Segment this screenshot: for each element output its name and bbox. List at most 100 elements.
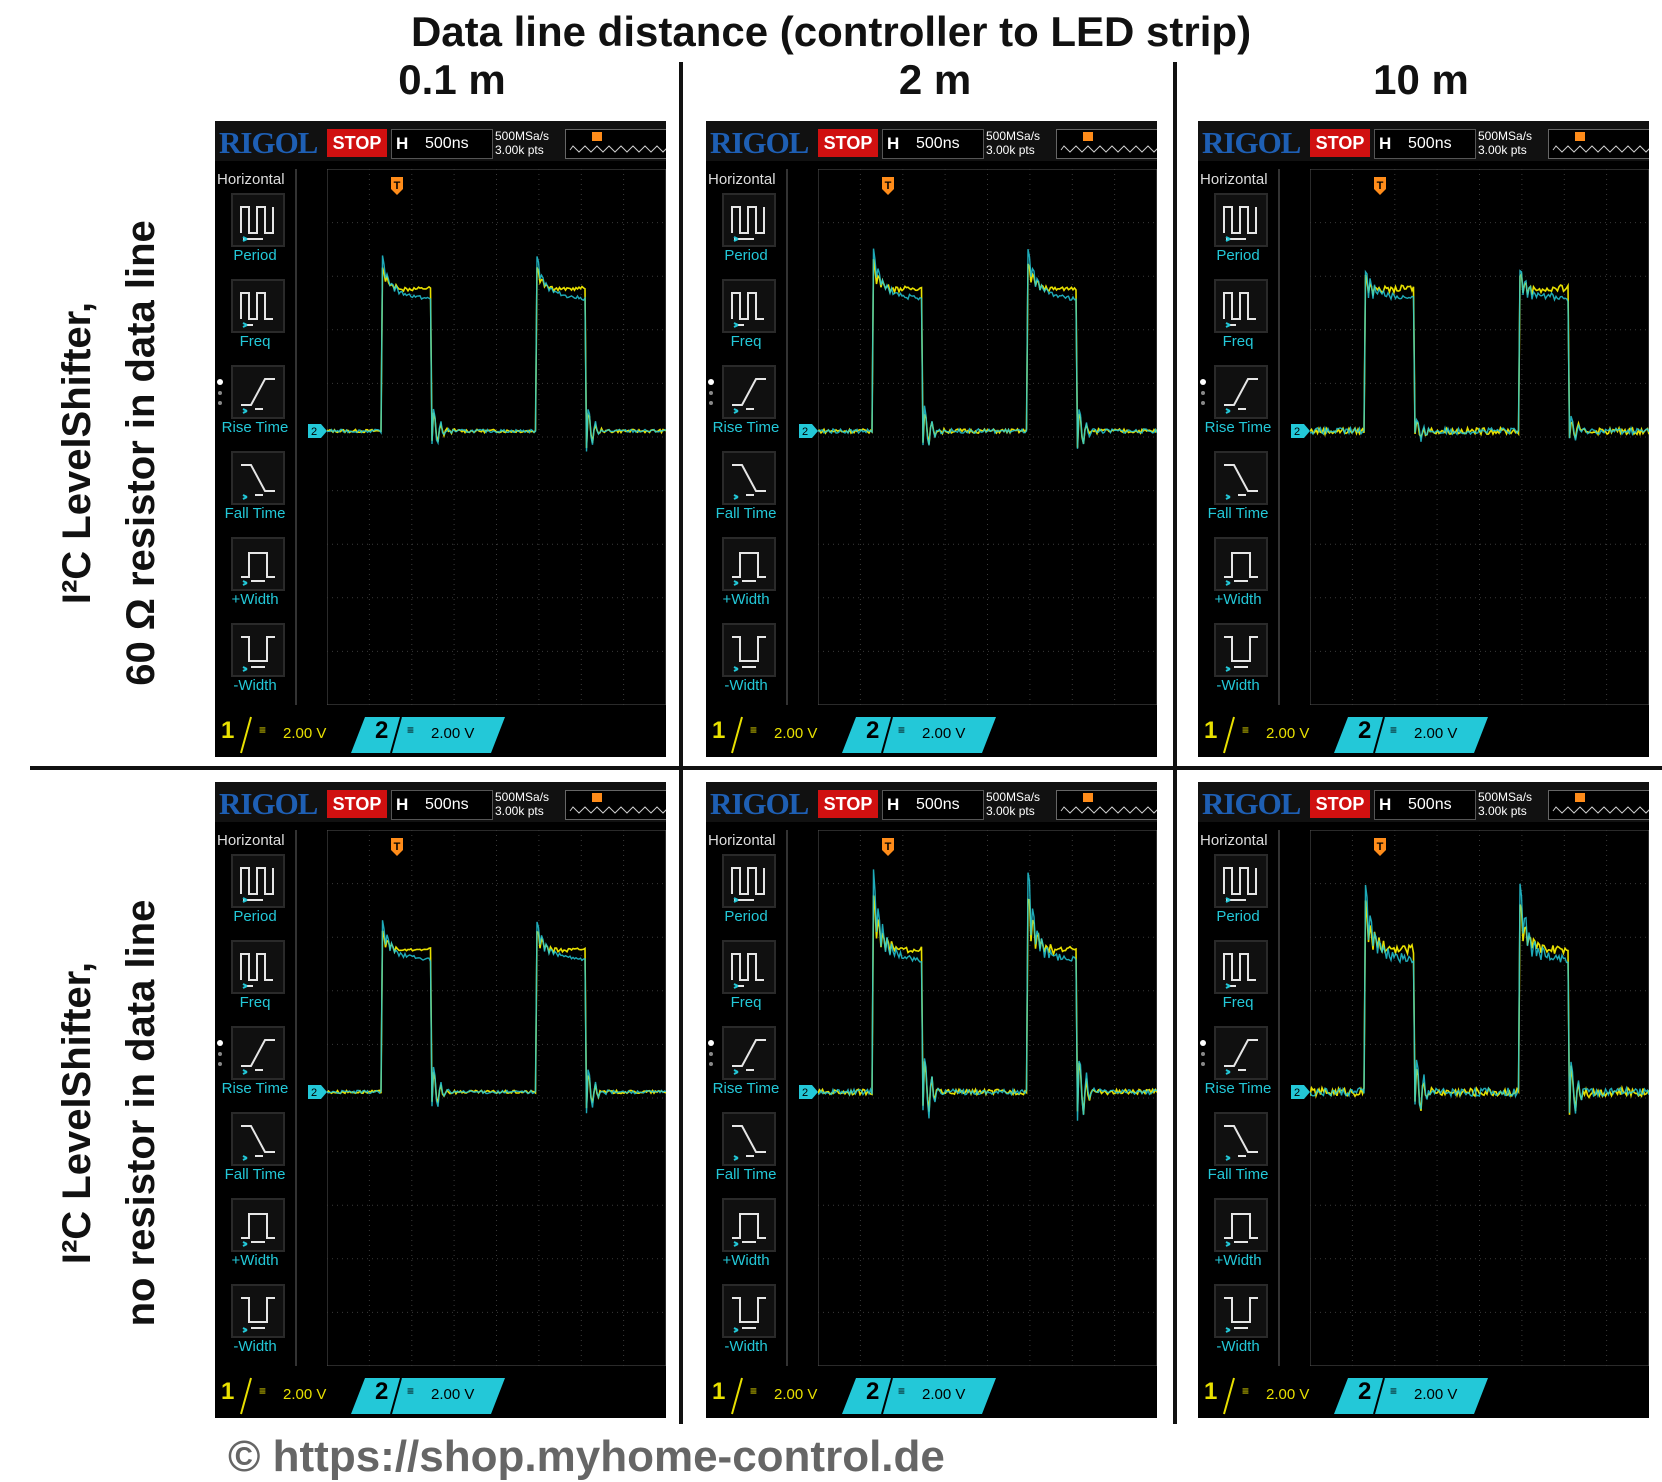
- dc-coupling-icon: ≡: [407, 723, 415, 737]
- row-heading-1: I²C LevelShifter, 60 Ω resistor in data …: [45, 193, 195, 713]
- menu-button-rise-time[interactable]: [1214, 1026, 1268, 1080]
- menu-page-dots: [708, 379, 714, 415]
- channel-1-label: 1: [1204, 717, 1218, 744]
- plus-width-icon: [1224, 1213, 1258, 1247]
- trigger-position-icon: [569, 132, 666, 153]
- menu-button-fall-time[interactable]: [1214, 451, 1268, 505]
- menu-label-freq: Freq: [730, 333, 762, 350]
- freq-icon: [731, 292, 764, 328]
- channel-status-bar: 1 ≡ 2.00 V 2 ≡ 2.00 V: [706, 1374, 1157, 1418]
- menu-label-freq: Freq: [1222, 994, 1254, 1011]
- menu-button-minus-width[interactable]: [231, 623, 285, 677]
- menu-button-freq[interactable]: [231, 279, 285, 333]
- trigger-marker-label: T: [394, 841, 401, 853]
- menu-button-period[interactable]: [231, 854, 285, 908]
- sample-info: 500MSa/s 3.00k pts: [986, 129, 1040, 157]
- channel-2-ground-marker-label: 2: [1294, 1087, 1300, 1099]
- oscilloscope-screenshot: RIGOL STOP H 500ns 500MSa/s 3.00k pts Horizont…: [215, 782, 666, 1418]
- menu-button-period[interactable]: [231, 193, 285, 247]
- timebase-box: H 500ns: [391, 129, 493, 159]
- timebase-box: H 500ns: [882, 129, 984, 159]
- menu-button-period[interactable]: [722, 854, 776, 908]
- channel-2-label: 2: [1358, 1378, 1372, 1405]
- dc-coupling-icon: ≡: [750, 723, 758, 737]
- horizontal-menu: Horizontal Period Freq Rise Time Fall Time +W…: [706, 830, 788, 1366]
- menu-title: Horizontal: [1200, 832, 1268, 849]
- channel-status-bar: 1 ≡ 2.00 V 2 ≡ 2.00 V: [1198, 1374, 1649, 1418]
- trigger-marker-label: T: [885, 841, 892, 853]
- column-divider-1: [679, 62, 683, 1424]
- timebase-value: 500ns: [1408, 135, 1452, 152]
- menu-label-freq: Freq: [239, 333, 271, 350]
- channel-bar-shapes: [706, 716, 996, 754]
- menu-button-freq[interactable]: [722, 279, 776, 333]
- channel-2-ground-marker-label: 2: [802, 426, 808, 438]
- menu-button-rise-time[interactable]: [1214, 365, 1268, 419]
- menu-button-plus-width[interactable]: [722, 1198, 776, 1252]
- channel-2-scale: 2.00 V: [922, 1386, 966, 1403]
- menu-button-fall-time[interactable]: [722, 451, 776, 505]
- menu-button-rise-time[interactable]: [722, 365, 776, 419]
- channel-1-scale: 2.00 V: [283, 725, 327, 742]
- menu-button-minus-width[interactable]: [231, 1284, 285, 1338]
- channel-status-bar: 1 ≡ 2.00 V 2 ≡ 2.00 V: [1198, 713, 1649, 757]
- dc-coupling-icon: ≡: [1390, 1384, 1398, 1398]
- dc-coupling-icon: ≡: [407, 1384, 415, 1398]
- menu-button-plus-width[interactable]: [231, 1198, 285, 1252]
- menu-label-rise-time: Rise Time: [221, 419, 289, 436]
- freq-icon: [1223, 292, 1256, 328]
- waveform-display: T: [818, 830, 1157, 1366]
- run-stop-indicator: STOP: [818, 790, 878, 818]
- menu-button-plus-width[interactable]: [722, 537, 776, 591]
- timebase-value: 500ns: [916, 135, 960, 152]
- period-icon: [731, 867, 765, 903]
- menu-button-fall-time[interactable]: [722, 1112, 776, 1166]
- dc-coupling-icon: ≡: [259, 1384, 267, 1398]
- menu-label-freq: Freq: [239, 994, 271, 1011]
- rigol-logo: RIGOL: [1202, 125, 1301, 160]
- waveform-display: T: [1310, 830, 1649, 1366]
- menu-button-rise-time[interactable]: [231, 1026, 285, 1080]
- menu-label-rise-time: Rise Time: [1204, 1080, 1272, 1097]
- minus-width-icon: [241, 636, 275, 672]
- menu-label-rise-time: Rise Time: [712, 419, 780, 436]
- menu-button-period[interactable]: [1214, 854, 1268, 908]
- menu-button-plus-width[interactable]: [1214, 1198, 1268, 1252]
- waveform-display: T: [818, 169, 1157, 705]
- channel-2-ground-marker-icon: 2: [1291, 424, 1310, 438]
- menu-button-period[interactable]: [1214, 193, 1268, 247]
- run-stop-indicator: STOP: [1310, 790, 1370, 818]
- menu-button-plus-width[interactable]: [1214, 537, 1268, 591]
- menu-button-fall-time[interactable]: [231, 451, 285, 505]
- menu-button-minus-width[interactable]: [1214, 1284, 1268, 1338]
- menu-button-rise-time[interactable]: [722, 1026, 776, 1080]
- menu-title: Horizontal: [217, 832, 285, 849]
- menu-label-period: Period: [1216, 247, 1260, 264]
- menu-label-period: Period: [724, 247, 768, 264]
- minus-width-icon: [732, 1297, 766, 1333]
- menu-button-minus-width[interactable]: [722, 623, 776, 677]
- menu-button-minus-width[interactable]: [722, 1284, 776, 1338]
- channel-1-scale: 2.00 V: [283, 1386, 327, 1403]
- plus-width-icon: [732, 552, 766, 586]
- channel-2-trace: [1310, 269, 1649, 442]
- memory-depth: 3.00k pts: [986, 804, 1035, 818]
- menu-button-freq[interactable]: [722, 940, 776, 994]
- timebase-box: H 500ns: [1374, 790, 1476, 820]
- period-icon: [1223, 206, 1257, 242]
- menu-button-rise-time[interactable]: [231, 365, 285, 419]
- channel-2-trace: [327, 255, 666, 452]
- dc-coupling-icon: ≡: [1242, 1384, 1250, 1398]
- menu-button-minus-width[interactable]: [1214, 623, 1268, 677]
- menu-button-freq[interactable]: [1214, 279, 1268, 333]
- timebase-value: 500ns: [425, 796, 469, 813]
- menu-button-freq[interactable]: [1214, 940, 1268, 994]
- menu-button-fall-time[interactable]: [231, 1112, 285, 1166]
- trigger-position-box: [565, 129, 666, 159]
- trigger-marker-icon: T: [882, 838, 894, 856]
- channel-2-label: 2: [866, 717, 880, 744]
- menu-button-period[interactable]: [722, 193, 776, 247]
- menu-button-freq[interactable]: [231, 940, 285, 994]
- menu-button-fall-time[interactable]: [1214, 1112, 1268, 1166]
- menu-button-plus-width[interactable]: [231, 537, 285, 591]
